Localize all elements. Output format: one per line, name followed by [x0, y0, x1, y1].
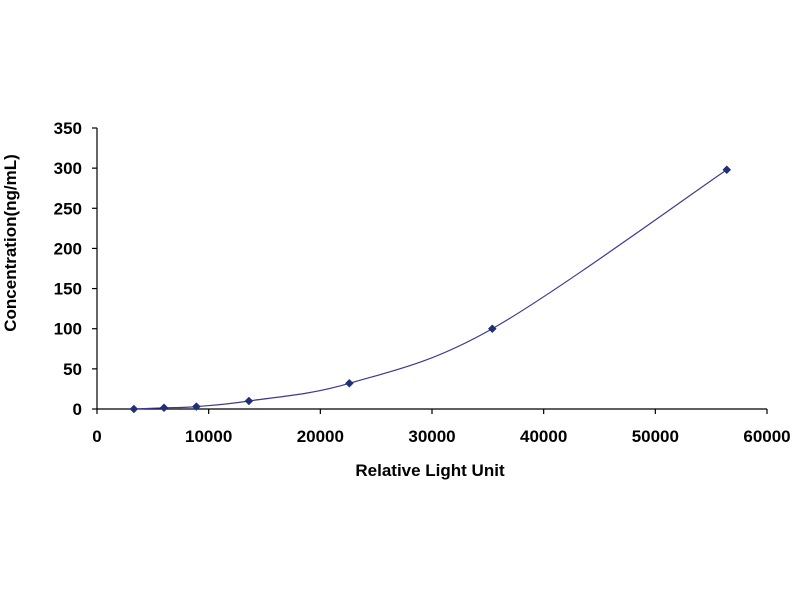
- x-tick-label: 60000: [743, 427, 790, 446]
- data-points: [129, 165, 732, 414]
- y-tick-label: 150: [54, 280, 82, 299]
- data-point: [129, 404, 139, 414]
- y-tick-label: 300: [54, 159, 82, 178]
- data-point: [722, 165, 732, 175]
- x-tick-label: 20000: [297, 427, 344, 446]
- fit-curve-group: [133, 169, 728, 410]
- data-point: [487, 324, 497, 334]
- x-tick-label: 30000: [408, 427, 455, 446]
- y-tick-label: 350: [54, 119, 82, 138]
- x-axis-title: Relative Light Unit: [355, 461, 505, 480]
- y-tick-label: 250: [54, 199, 82, 218]
- axes: [96, 128, 767, 410]
- data-point: [244, 396, 254, 406]
- x-tick-label: 40000: [520, 427, 567, 446]
- y-tick-label: 100: [54, 320, 82, 339]
- y-tick-label: 200: [54, 239, 82, 258]
- x-tick-label: 0: [92, 427, 101, 446]
- x-tick-label: 10000: [185, 427, 232, 446]
- x-tick-label: 50000: [632, 427, 679, 446]
- y-tick-label: 0: [73, 400, 82, 419]
- y-tick-label: 50: [63, 360, 82, 379]
- data-point: [192, 402, 201, 411]
- ticks: 0 50 100 150 200 250 300 350 0 10000 20000 30000 400…: [54, 119, 791, 446]
- y-axis-title: Concentration(ng/mL): [1, 154, 20, 332]
- fit-curve: [133, 169, 728, 410]
- data-point: [159, 403, 169, 413]
- data-point: [345, 378, 354, 388]
